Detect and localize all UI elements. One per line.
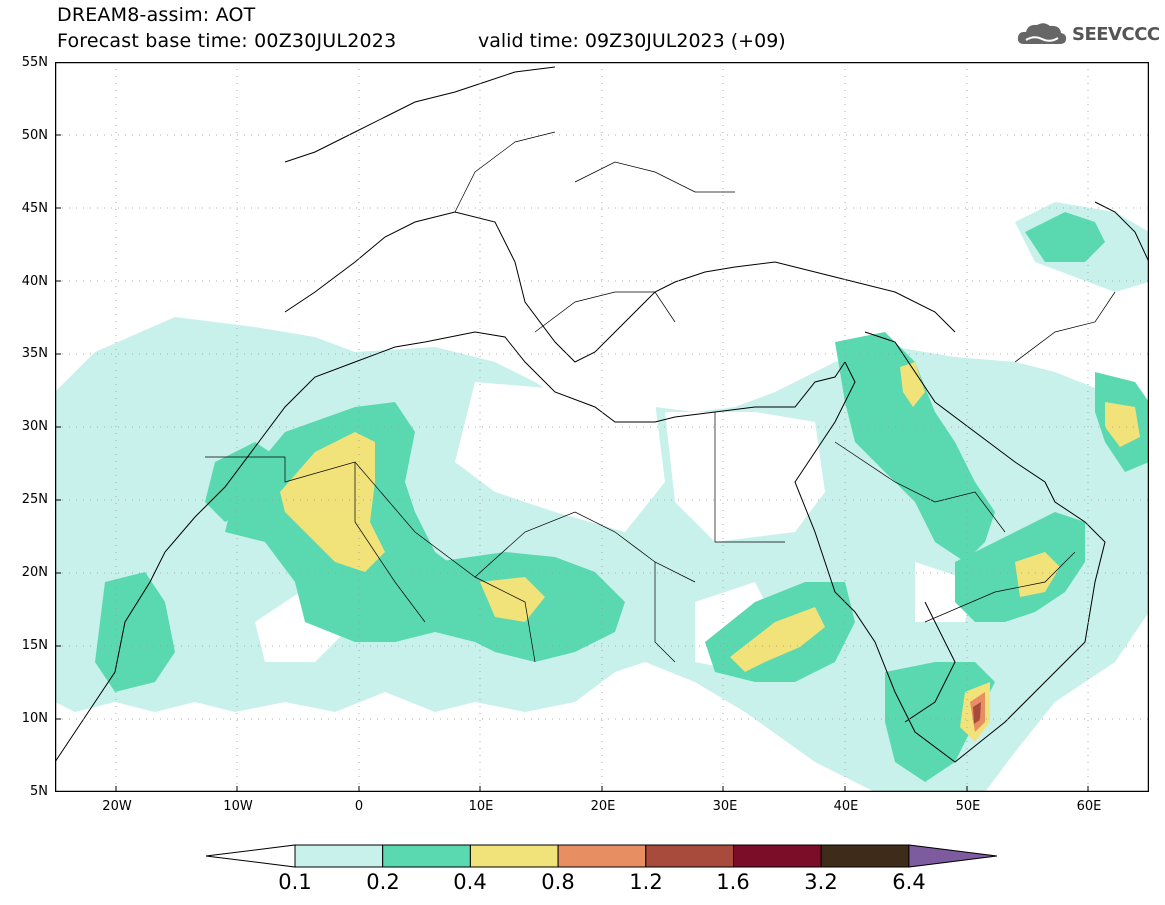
- lon-label-10e: 10E: [468, 799, 494, 814]
- lat-label-35n: 35N: [21, 346, 48, 361]
- colorbar: [205, 844, 997, 868]
- colorbar-label-0.4: 0.4: [453, 870, 487, 894]
- colorbar-label-0.8: 0.8: [541, 870, 575, 894]
- valid-time: valid time: 09Z30JUL2023 (+09): [478, 30, 786, 52]
- lon-label-40e: 40E: [833, 799, 859, 814]
- aot-level-0.4: [280, 362, 1140, 742]
- logo-text: SEEVCCC: [1072, 23, 1160, 45]
- lat-label-10n: 10N: [21, 711, 48, 726]
- colorbar-cell-0.1: [294, 844, 384, 868]
- lat-label-45n: 45N: [21, 201, 48, 216]
- lon-label-20w: 20W: [102, 799, 132, 814]
- colorbar-cell-0.2: [382, 844, 471, 868]
- aot-level-1.2: [973, 702, 981, 724]
- colorbar-cell-0.4: [469, 844, 559, 868]
- coastlines: [55, 66, 1149, 763]
- seevccc-logo: SEEVCCC: [1016, 20, 1160, 48]
- colorbar-label-6.4: 6.4: [892, 870, 926, 894]
- cloud-icon: [1017, 23, 1067, 44]
- colorbar-label-3.2: 3.2: [804, 870, 838, 894]
- colorbar-label-1.6: 1.6: [716, 870, 750, 894]
- lat-label-30n: 30N: [21, 419, 48, 434]
- lat-label-20n: 20N: [21, 565, 48, 580]
- lat-label-55n: 55N: [21, 55, 48, 70]
- forecast-base-time: Forecast base time: 00Z30JUL2023: [57, 30, 397, 52]
- lat-label-5n: 5N: [30, 784, 48, 799]
- lon-label-30e: 30E: [712, 799, 738, 814]
- graticule: [55, 62, 1149, 792]
- colorbar-under-triangle: [205, 844, 296, 868]
- map-border: [55, 62, 1149, 792]
- aot-map: [55, 62, 1149, 792]
- colorbar-over-triangle: [908, 844, 997, 868]
- colorbar-label-1.2: 1.2: [629, 870, 663, 894]
- country-borders: [205, 131, 1116, 663]
- map-title: DREAM8-assim: AOT: [57, 4, 256, 26]
- colorbar-cell-1.6: [733, 844, 822, 868]
- lon-label-60e: 60E: [1076, 799, 1102, 814]
- lon-label-10w: 10W: [223, 799, 253, 814]
- lon-label-20e: 20E: [590, 799, 616, 814]
- colorbar-cell-1.2: [645, 844, 734, 868]
- lat-label-50n: 50N: [21, 128, 48, 143]
- colorbar-cell-0.8: [557, 844, 647, 868]
- colorbar-label-0.2: 0.2: [366, 870, 400, 894]
- colorbar-cell-3.2: [820, 844, 910, 868]
- lat-label-15n: 15N: [21, 638, 48, 653]
- lon-label-0: 0: [354, 799, 364, 814]
- lat-label-40n: 40N: [21, 274, 48, 289]
- lat-label-25n: 25N: [21, 492, 48, 507]
- colorbar-label-0.1: 0.1: [278, 870, 312, 894]
- lon-label-50e: 50E: [955, 799, 981, 814]
